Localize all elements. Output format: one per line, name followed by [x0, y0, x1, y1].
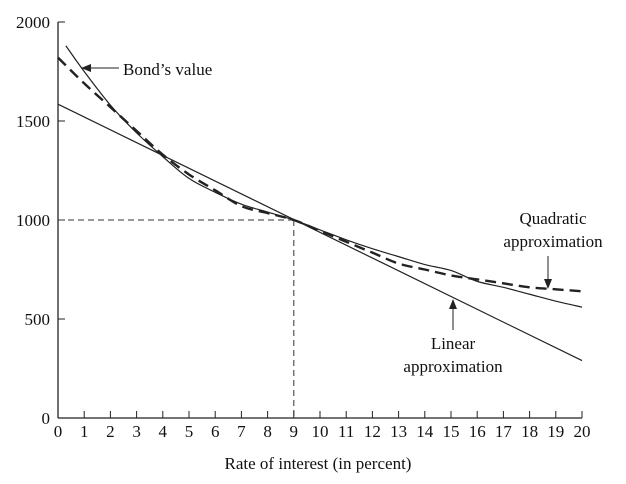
- x-tick-label-1: 1: [80, 422, 89, 441]
- x-tick-label-4: 4: [159, 422, 168, 441]
- series-quadratic-approximation: [57, 56, 583, 293]
- series-linear-approximation: [57, 103, 583, 362]
- tick-labels: 0 1 2 3 4 5 6 7 8 9 10 11 12 13 14 15 16 17 18 19 2005001000…: [16, 13, 591, 441]
- annotation-bonds-value: Bond’s value: [123, 60, 212, 79]
- x-tick-label-8: 8: [263, 422, 272, 441]
- x-tick-label-5: 5: [185, 422, 194, 441]
- x-tick-label-11: 11: [338, 422, 354, 441]
- x-tick-label-13: 13: [390, 422, 407, 441]
- y-tick-label-1000: 1000: [16, 211, 50, 230]
- x-tick-label-15: 15: [443, 422, 460, 441]
- x-tick-label-9: 9: [290, 422, 299, 441]
- x-tick-label-14: 14: [416, 422, 434, 441]
- annotation-quadratic-approximation: approximation: [503, 232, 603, 251]
- annotation-linear: Linear: [431, 334, 476, 353]
- x-tick-label-0: 0: [54, 422, 63, 441]
- x-tick-label-20: 20: [574, 422, 591, 441]
- x-tick-label-7: 7: [237, 422, 246, 441]
- reference-lines: [58, 219, 295, 418]
- x-tick-label-12: 12: [364, 422, 381, 441]
- x-tick-label-10: 10: [312, 422, 329, 441]
- y-tick-label-2000: 2000: [16, 13, 50, 32]
- x-tick-label-3: 3: [132, 422, 141, 441]
- annotation-quadratic: Quadratic: [519, 209, 586, 228]
- x-tick-label-16: 16: [469, 422, 486, 441]
- axes: [57, 22, 582, 419]
- annotation-linear-approximation: approximation: [403, 357, 503, 376]
- x-tick-label-18: 18: [521, 422, 538, 441]
- x-tick-label-2: 2: [106, 422, 115, 441]
- x-tick-label-19: 19: [547, 422, 564, 441]
- series-bond-s-value: [65, 45, 583, 308]
- x-axis-label: Rate of interest (in percent): [225, 454, 412, 473]
- y-tick-label-500: 500: [25, 310, 51, 329]
- annotation-pointers: [81, 64, 552, 330]
- y-tick-label-1500: 1500: [16, 112, 50, 131]
- x-tick-label-6: 6: [211, 422, 220, 441]
- series-lines: [57, 45, 583, 362]
- x-tick-label-17: 17: [495, 422, 513, 441]
- tick-marks: [57, 21, 583, 419]
- y-tick-label-0: 0: [42, 409, 51, 428]
